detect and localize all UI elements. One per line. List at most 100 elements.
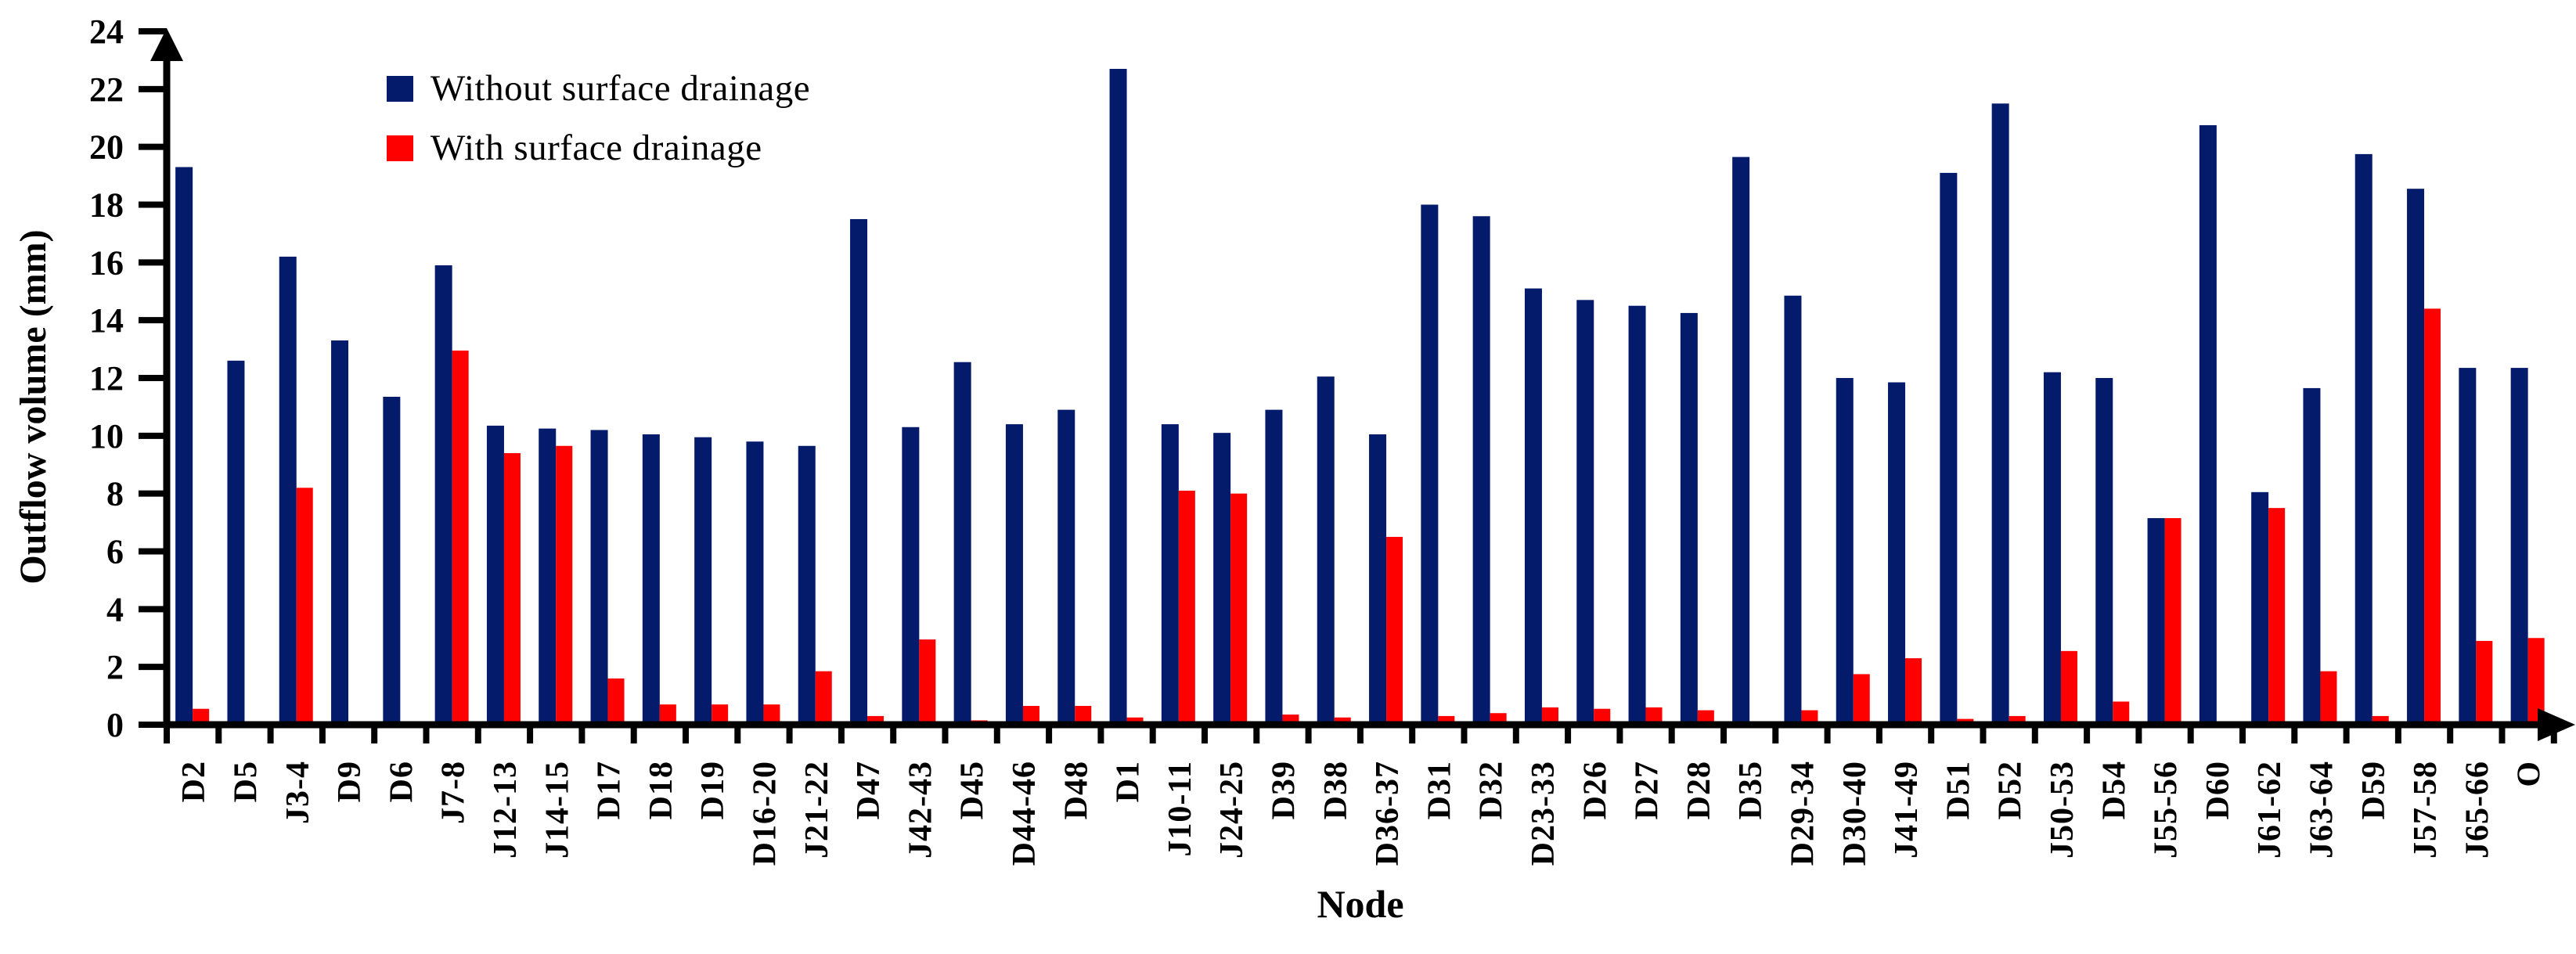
bar-with-D36-37: [1386, 537, 1403, 725]
bar-without-D30-40: [1836, 378, 1854, 725]
bar-without-J10-11: [1161, 424, 1179, 725]
bar-with-D26: [1594, 708, 1611, 725]
y-tick-label: 12: [89, 359, 124, 398]
bar-with-D54: [2113, 701, 2130, 725]
bar-without-D32: [1472, 216, 1490, 725]
axes-layer: D2 D5 J3-4 D9 D6 J7-8 J12-13 J14-15 D17 D18 D19 D16…: [89, 13, 2575, 866]
bar-with-D30-40: [1853, 674, 1870, 725]
x-tick-label: J63-64: [2304, 761, 2340, 859]
bar-with-O: [2527, 638, 2545, 725]
bar-with-D23-33: [1541, 707, 1558, 725]
x-tick-label: D1: [1111, 761, 1147, 802]
x-tick-label: O: [2512, 761, 2548, 787]
legend-item-with: With surface drainage: [387, 127, 810, 169]
x-tick-label: D54: [2096, 761, 2132, 819]
bars-layer: [175, 68, 2545, 725]
bar-without-D45: [953, 362, 971, 725]
bar-with-D28: [1697, 710, 1714, 725]
bar-with-J21-22: [815, 671, 832, 725]
bar-with-D17: [607, 678, 625, 725]
x-tick-label: J41-49: [1889, 761, 1925, 859]
y-tick-label: 20: [89, 128, 124, 167]
x-tick-label: J7-8: [436, 761, 472, 824]
x-tick-label: J55-56: [2149, 761, 2185, 859]
bar-with-D48: [1075, 706, 1092, 725]
y-tick-label: 0: [106, 706, 124, 744]
x-tick-label: J24-25: [1214, 761, 1250, 859]
x-tick-label: D31: [1421, 761, 1457, 819]
y-tick-label: 16: [89, 243, 124, 282]
bar-with-J63-64: [2320, 671, 2337, 725]
x-tick-label: D2: [176, 761, 212, 802]
bar-without-D59: [2354, 153, 2372, 725]
bar-without-D31: [1421, 204, 1439, 725]
bar-with-D44-46: [1022, 706, 1039, 725]
bar-without-D36-37: [1369, 434, 1387, 725]
x-tick-label: D27: [1630, 761, 1666, 819]
bar-with-J57-58: [2424, 308, 2441, 725]
bar-with-J10-11: [1178, 490, 1195, 725]
x-tick-label: D35: [1733, 761, 1769, 819]
bar-without-D2: [175, 167, 193, 725]
bar-without-D29-34: [1784, 295, 1802, 725]
x-tick-label: D36-37: [1370, 761, 1406, 866]
bar-with-D1: [1126, 717, 1144, 725]
x-tick-label: D28: [1681, 761, 1717, 819]
bar-without-D52: [1991, 103, 2009, 725]
bar-without-J14-15: [539, 428, 557, 725]
x-tick-label: D52: [1993, 761, 2029, 819]
bar-with-J61-62: [2268, 508, 2286, 725]
bar-without-J41-49: [1888, 382, 1906, 725]
bar-without-J24-25: [1213, 433, 1231, 725]
bar-with-D2: [193, 708, 210, 725]
bar-with-D59: [2372, 715, 2389, 725]
bar-without-J21-22: [798, 445, 816, 725]
y-tick-label: 4: [106, 590, 124, 628]
x-tick-label: J57-58: [2408, 761, 2444, 859]
bar-without-J50-53: [2043, 372, 2061, 725]
x-tick-label: D16-20: [747, 761, 783, 866]
bar-with-J7-8: [452, 350, 469, 725]
bar-with-D38: [1334, 717, 1351, 725]
bar-without-D19: [694, 437, 712, 725]
bar-without-J3-4: [279, 256, 297, 725]
bar-without-D1: [1109, 68, 1127, 725]
y-tick-label: 24: [89, 13, 124, 51]
x-tick-label: D51: [1940, 761, 1976, 819]
bar-without-D44-46: [1005, 424, 1023, 725]
bar-without-D48: [1057, 409, 1075, 725]
x-tick-label: D45: [955, 761, 991, 819]
x-tick-label: D39: [1266, 761, 1302, 819]
x-tick-label: D19: [695, 761, 731, 819]
legend-label-without: Without surface drainage: [431, 68, 811, 109]
x-tick-label: D47: [851, 761, 887, 819]
x-tick-label: D9: [332, 761, 368, 802]
x-tick-label: D59: [2356, 761, 2392, 819]
y-tick-label: 2: [106, 648, 124, 686]
x-tick-label: D26: [1577, 761, 1613, 819]
bar-without-J61-62: [2251, 491, 2269, 725]
x-tick-label: D48: [1058, 761, 1094, 819]
bar-without-D5: [227, 360, 245, 725]
bar-without-J57-58: [2407, 189, 2425, 725]
bar-without-D35: [1732, 157, 1750, 725]
bar-without-D6: [383, 396, 401, 725]
legend-label-with: With surface drainage: [431, 128, 762, 168]
bar-without-O: [2510, 368, 2528, 725]
y-axis-arrow-icon: [150, 28, 183, 61]
x-tick-label: D38: [1318, 761, 1354, 819]
bar-without-J42-43: [902, 427, 920, 725]
bar-without-D27: [1628, 305, 1646, 725]
x-tick-label: D29-34: [1785, 761, 1821, 866]
x-tick-label: D30-40: [1837, 761, 1873, 866]
y-tick-label: 10: [89, 417, 124, 455]
bar-with-D18: [659, 704, 676, 725]
bar-without-D17: [590, 430, 608, 725]
x-tick-label: J12-13: [488, 761, 524, 859]
y-axis-title: Outflow volume (mm): [13, 229, 54, 584]
bar-without-D39: [1265, 409, 1283, 725]
legend-item-without: Without surface drainage: [387, 67, 810, 110]
bar-without-D47: [850, 218, 868, 725]
